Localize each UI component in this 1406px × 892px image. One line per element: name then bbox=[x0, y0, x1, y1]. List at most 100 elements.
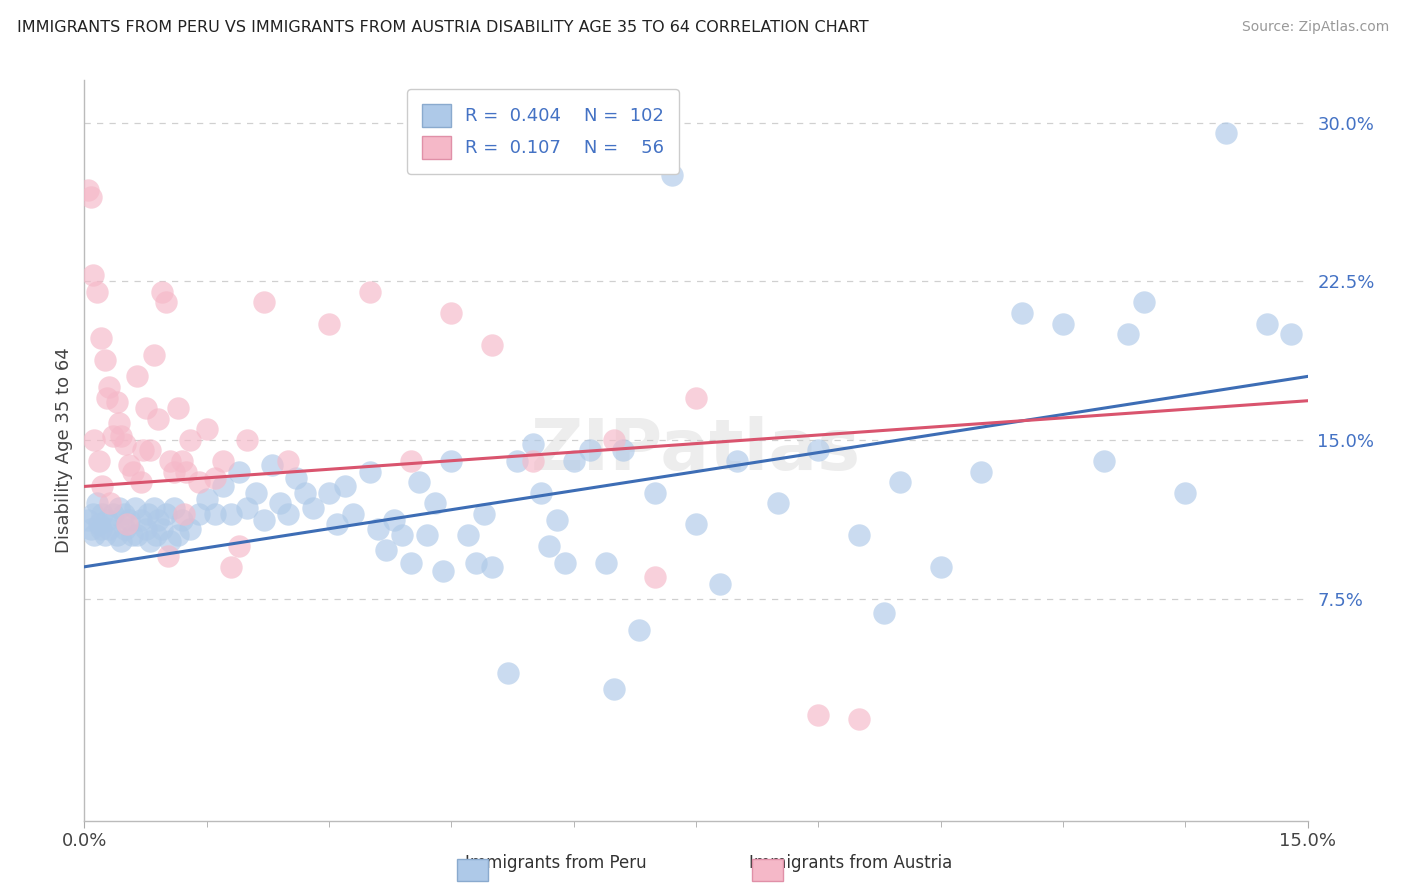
Point bbox=[440, 454, 463, 468]
Point bbox=[562, 454, 585, 468]
Point bbox=[1116, 327, 1139, 342]
Point bbox=[375, 542, 398, 557]
Point bbox=[82, 507, 104, 521]
Point bbox=[159, 454, 181, 468]
Point bbox=[236, 433, 259, 447]
Point bbox=[86, 496, 108, 510]
Point bbox=[391, 528, 413, 542]
Point bbox=[318, 485, 340, 500]
Point bbox=[538, 539, 561, 553]
Point bbox=[195, 492, 218, 507]
Text: Source: ZipAtlas.com: Source: ZipAtlas.com bbox=[1241, 20, 1389, 34]
Point bbox=[93, 528, 115, 542]
Point bbox=[432, 564, 454, 578]
Point bbox=[80, 189, 103, 203]
Point bbox=[179, 433, 201, 447]
Point bbox=[228, 539, 250, 553]
Point bbox=[342, 507, 364, 521]
Point bbox=[709, 576, 731, 591]
Point bbox=[530, 485, 553, 500]
Point bbox=[1256, 317, 1278, 331]
Point bbox=[83, 528, 105, 542]
Point bbox=[195, 422, 218, 436]
Point bbox=[135, 401, 157, 416]
Point bbox=[91, 479, 114, 493]
Point bbox=[212, 479, 235, 493]
Point bbox=[105, 394, 128, 409]
Point bbox=[204, 471, 226, 485]
Point bbox=[97, 380, 120, 394]
Text: Immigrants from Austria: Immigrants from Austria bbox=[749, 855, 952, 872]
Point bbox=[131, 513, 153, 527]
Point bbox=[595, 556, 617, 570]
Point bbox=[145, 528, 167, 542]
Point bbox=[187, 507, 209, 521]
Point bbox=[124, 500, 146, 515]
Point bbox=[245, 485, 267, 500]
Point bbox=[131, 475, 153, 490]
Point bbox=[101, 507, 124, 521]
Point bbox=[725, 454, 748, 468]
Point bbox=[107, 500, 129, 515]
Point bbox=[399, 556, 422, 570]
Point bbox=[685, 391, 707, 405]
Point bbox=[121, 528, 143, 542]
Point bbox=[253, 295, 276, 310]
Point bbox=[115, 517, 138, 532]
Point bbox=[112, 507, 135, 521]
Point bbox=[138, 443, 160, 458]
Point bbox=[142, 348, 165, 362]
Point bbox=[136, 507, 159, 521]
Point bbox=[554, 556, 576, 570]
Point bbox=[644, 485, 666, 500]
Point bbox=[367, 522, 389, 536]
Point bbox=[807, 707, 830, 722]
Point bbox=[172, 513, 194, 527]
Point bbox=[107, 416, 129, 430]
Point bbox=[472, 507, 495, 521]
Point bbox=[219, 559, 242, 574]
Point bbox=[212, 454, 235, 468]
Point bbox=[118, 513, 141, 527]
Point bbox=[522, 454, 544, 468]
Point bbox=[464, 556, 486, 570]
Point bbox=[1174, 485, 1197, 500]
Point bbox=[87, 517, 110, 532]
Point bbox=[146, 411, 169, 425]
Point bbox=[150, 522, 173, 536]
Point bbox=[546, 513, 568, 527]
Point bbox=[416, 528, 439, 542]
Point bbox=[142, 500, 165, 515]
Point bbox=[603, 682, 626, 697]
Point bbox=[382, 513, 405, 527]
Point bbox=[100, 496, 122, 510]
Point bbox=[86, 285, 108, 299]
Point bbox=[83, 433, 105, 447]
Point bbox=[457, 528, 479, 542]
Point bbox=[163, 500, 186, 515]
Point bbox=[132, 443, 155, 458]
Point bbox=[498, 665, 520, 680]
Legend: R =  0.404    N =  102, R =  0.107    N =    56: R = 0.404 N = 102, R = 0.107 N = 56 bbox=[408, 89, 679, 174]
Point bbox=[77, 183, 100, 197]
Point bbox=[872, 607, 894, 621]
Point bbox=[603, 433, 626, 447]
Point bbox=[326, 517, 349, 532]
Point bbox=[579, 443, 602, 458]
Point bbox=[187, 475, 209, 490]
Point bbox=[138, 534, 160, 549]
Point bbox=[110, 428, 132, 442]
Point bbox=[277, 454, 299, 468]
Point bbox=[204, 507, 226, 521]
Point bbox=[301, 500, 323, 515]
Point bbox=[172, 454, 194, 468]
Point bbox=[970, 465, 993, 479]
Point bbox=[167, 401, 190, 416]
Point bbox=[612, 443, 634, 458]
Point bbox=[335, 479, 357, 493]
Text: Immigrants from Peru: Immigrants from Peru bbox=[464, 855, 647, 872]
Point bbox=[1052, 317, 1074, 331]
Point bbox=[87, 454, 110, 468]
Point bbox=[96, 513, 118, 527]
Point bbox=[318, 317, 340, 331]
